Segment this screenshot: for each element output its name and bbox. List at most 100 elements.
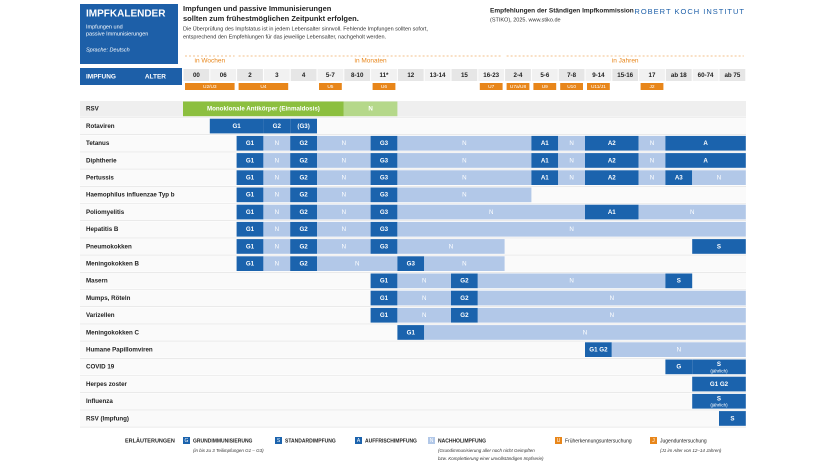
age: 4 — [302, 72, 306, 79]
age-cell — [237, 69, 263, 81]
cell-label: N — [342, 226, 346, 233]
cell-label: A2 — [608, 175, 616, 182]
cell-label: G3 — [380, 209, 389, 216]
cell-label: G — [676, 364, 681, 371]
exam-label: U4 — [260, 84, 266, 90]
vaccine-name: Haemophilus influenzae Typ b — [86, 192, 175, 199]
cell-label: N — [610, 312, 614, 319]
age: 5-6 — [540, 72, 550, 79]
vaccine-name: COVID 19 — [86, 364, 115, 371]
legend-key: G — [185, 438, 189, 444]
legend-box — [355, 437, 362, 444]
cell-label: G3 — [380, 140, 389, 147]
cell-label: G2 — [299, 157, 308, 164]
exam-label: U9 — [542, 84, 548, 90]
cell-n — [317, 256, 398, 271]
cell-label: N — [462, 261, 466, 268]
cell-label: N — [489, 209, 493, 216]
cell-n — [424, 325, 746, 340]
age-cell — [344, 69, 371, 81]
exam-label: U11/J1 — [591, 84, 606, 90]
cell-label: N — [275, 261, 279, 268]
legend-label: Früherkennungsuntersuchung — [565, 438, 632, 444]
cell-g — [370, 221, 398, 237]
legend-key: S — [277, 438, 281, 444]
legend-label: GRUNDIMMUNISIERUNG — [193, 438, 253, 444]
cell-s — [692, 239, 746, 254]
cell-n — [477, 290, 746, 306]
exam — [506, 83, 530, 90]
age-cell — [371, 69, 397, 81]
cell-label: G2 — [299, 243, 308, 250]
cell-n — [558, 170, 585, 185]
legend-key: A — [357, 438, 361, 444]
age-cell — [612, 69, 639, 81]
cell-g — [290, 135, 317, 151]
cell-n — [638, 170, 666, 185]
cell-label: S — [677, 278, 681, 285]
cell-label: G1 — [246, 192, 255, 199]
cell-label: G3 — [380, 192, 389, 199]
age-cell — [585, 69, 612, 81]
vaccine-name: Pertussis — [86, 175, 114, 182]
cell-label: N — [449, 243, 453, 250]
cell-g — [236, 239, 264, 254]
vaccine-name: Meningokokken C — [86, 329, 139, 336]
cell-a — [665, 135, 746, 151]
cell-label: G1 — [246, 261, 255, 268]
cell-g — [236, 204, 264, 220]
cell-n — [317, 187, 371, 203]
cell-g — [236, 135, 264, 151]
cell-n — [263, 187, 291, 203]
cell-label: N — [275, 140, 279, 147]
row-bg — [80, 359, 746, 375]
cell-g — [370, 239, 398, 254]
cell-a — [665, 170, 693, 185]
exam-label: U7a/U8 — [510, 84, 527, 90]
cell-g — [370, 204, 398, 220]
cell-n — [477, 273, 666, 289]
cell-label: G2 — [273, 123, 282, 130]
cell-n — [638, 153, 666, 168]
stiko: Empfehlungen der Ständigen Impfkommissio… — [490, 8, 634, 15]
institute: ROBERT KOCH INSTITUT — [634, 7, 745, 16]
vaccine-name: Poliomyelitis — [86, 209, 125, 216]
cell-n — [397, 135, 532, 151]
cell-label: A3 — [675, 175, 683, 182]
cell-n — [397, 187, 532, 203]
cell-a — [531, 135, 559, 151]
age: 06 — [220, 72, 227, 79]
cell-label: N — [342, 140, 346, 147]
cell-label: G2 — [299, 209, 308, 216]
cell-label: A1 — [541, 157, 549, 164]
age-group: in Monaten — [355, 58, 388, 65]
cell-label: N — [583, 329, 587, 336]
cell-n — [558, 153, 585, 168]
cell-s — [692, 376, 746, 392]
age: 3 — [275, 72, 279, 79]
exam — [185, 83, 235, 90]
age-cell — [317, 69, 344, 81]
cell-label: N — [342, 209, 346, 216]
cell-s — [692, 359, 746, 375]
vaccine-name: Masern — [86, 278, 108, 285]
cell-label: A2 — [608, 140, 616, 147]
cell-label: N — [368, 106, 373, 113]
cell-n — [397, 204, 585, 220]
cell-n — [263, 153, 291, 168]
cell-a — [585, 204, 639, 220]
cell-label: N — [355, 261, 359, 268]
age: 9-14 — [592, 72, 605, 79]
legend-label: STANDARDIMPFUNG — [285, 438, 336, 444]
cell-label: G1 — [246, 140, 255, 147]
cell-a — [531, 170, 559, 185]
cell-label: G1 — [246, 175, 255, 182]
cell-label: N — [342, 175, 346, 182]
legend-label: Jugenduntersuchung — [660, 438, 707, 444]
age-cell — [478, 69, 505, 81]
age: 2 — [248, 72, 252, 79]
cell-label: S — [717, 361, 721, 368]
intro-text: Die Überprüfung des Impfstatus ist in je… — [183, 25, 428, 32]
exam — [587, 83, 610, 90]
